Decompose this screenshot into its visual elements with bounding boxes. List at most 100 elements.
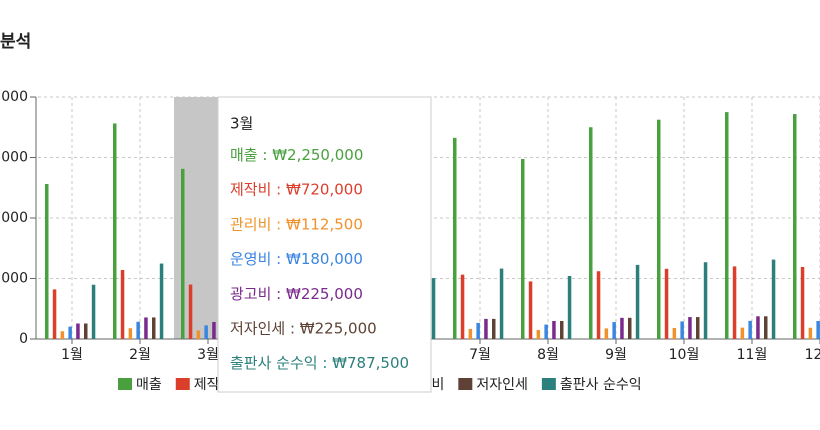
tooltip-value: ₩225,000 xyxy=(286,284,363,302)
tooltip-value: ₩180,000 xyxy=(286,250,363,268)
tooltip-value: ₩2,250,000 xyxy=(272,146,363,164)
bar xyxy=(52,289,57,339)
legend-swatch xyxy=(175,378,190,390)
x-tick-label: 8월 xyxy=(537,347,559,363)
x-tick-label: 9월 xyxy=(605,347,627,363)
bar xyxy=(120,270,125,339)
bar xyxy=(152,317,156,339)
bar xyxy=(560,321,564,339)
bar xyxy=(84,323,88,339)
bar xyxy=(552,321,556,339)
tooltip-entry: 제작비 : ₩720,000 xyxy=(230,180,363,198)
tooltip-value: ₩225,000 xyxy=(300,319,377,337)
tooltip-value: ₩112,500 xyxy=(286,215,363,233)
bar xyxy=(159,263,164,339)
tooltip-name: 제작비 xyxy=(230,180,271,198)
tooltip-separator: : xyxy=(258,146,273,164)
bar xyxy=(181,168,185,339)
bar xyxy=(771,259,776,339)
bar xyxy=(740,327,745,339)
bar xyxy=(732,266,737,339)
bar xyxy=(589,127,593,339)
x-tick-label: 2월 xyxy=(129,347,151,363)
tooltip-box xyxy=(217,96,432,393)
bar xyxy=(113,123,117,339)
legend-swatch xyxy=(541,378,556,390)
tooltip-entry: 광고비 : ₩225,000 xyxy=(230,284,363,302)
tooltip-entry: 매출 : ₩2,250,000 xyxy=(230,146,363,164)
bar xyxy=(204,325,208,339)
bar xyxy=(596,271,601,339)
tooltip-separator: : xyxy=(285,319,300,337)
bar xyxy=(68,326,72,339)
bar xyxy=(725,112,729,339)
bar xyxy=(128,328,133,339)
legend-label: 출판사 순수익 xyxy=(560,377,642,393)
bar xyxy=(764,316,768,339)
x-tick-label: 3월 xyxy=(197,347,219,363)
bar xyxy=(60,331,65,339)
tooltip-name: 관리비 xyxy=(230,215,271,233)
x-tick-label: 11월 xyxy=(737,347,768,363)
bar xyxy=(808,327,813,339)
bar xyxy=(756,316,760,339)
tooltip-separator: : xyxy=(271,284,286,302)
bar xyxy=(484,318,488,339)
legend-label: 매출 xyxy=(136,377,162,393)
bar xyxy=(604,328,609,339)
x-tick-label: 1월 xyxy=(61,347,83,363)
bar xyxy=(91,284,96,339)
bar xyxy=(793,114,797,339)
bar xyxy=(468,328,473,339)
bar xyxy=(212,321,216,339)
tooltip-separator: : xyxy=(318,354,333,372)
bar xyxy=(800,267,805,339)
bar xyxy=(144,317,148,339)
bar xyxy=(45,183,49,339)
bar xyxy=(635,264,640,339)
bar xyxy=(544,324,548,339)
bar xyxy=(612,322,616,339)
bar xyxy=(816,321,820,339)
bar xyxy=(680,321,684,339)
tooltip-entry: 운영비 : ₩180,000 xyxy=(230,250,363,268)
bar xyxy=(528,281,533,339)
bar xyxy=(188,284,193,339)
tooltip-entry: 출판사 순수익 : ₩787,500 xyxy=(230,354,409,372)
tooltip-separator: : xyxy=(271,250,286,268)
bar xyxy=(136,321,140,339)
tooltip-name: 광고비 xyxy=(230,284,271,302)
bar xyxy=(460,274,465,339)
chart-title: 분석 xyxy=(0,32,31,52)
bar xyxy=(672,328,677,339)
bar xyxy=(521,159,525,339)
tooltip-separator: : xyxy=(271,215,286,233)
x-tick-label: 10월 xyxy=(669,347,700,363)
bar xyxy=(453,137,457,339)
tooltip-title: 3월 xyxy=(230,115,253,133)
tooltip-name: 저자인세 xyxy=(230,319,285,337)
tooltip-value: ₩787,500 xyxy=(332,354,409,372)
y-tick-label: 800,000 xyxy=(0,271,28,287)
bar xyxy=(492,318,496,339)
bar xyxy=(628,317,632,339)
bar xyxy=(657,119,661,339)
bar xyxy=(620,317,624,339)
bar xyxy=(499,268,504,339)
bar xyxy=(76,323,80,339)
bar xyxy=(536,330,541,339)
bar xyxy=(431,278,436,339)
tooltip-name: 출판사 순수익 xyxy=(230,354,318,372)
bar xyxy=(196,330,201,339)
x-tick-label: 7월 xyxy=(469,347,491,363)
tooltip-name: 매출 xyxy=(230,146,258,164)
y-tick-label: 2,400,000 xyxy=(0,150,28,166)
legend-swatch xyxy=(118,378,132,390)
tooltip-separator: : xyxy=(271,180,286,198)
legend-label: 저자인세 xyxy=(476,377,528,393)
bar xyxy=(567,276,572,339)
x-tick-label: 12월 xyxy=(805,347,820,363)
tooltip-name: 운영비 xyxy=(230,250,271,268)
